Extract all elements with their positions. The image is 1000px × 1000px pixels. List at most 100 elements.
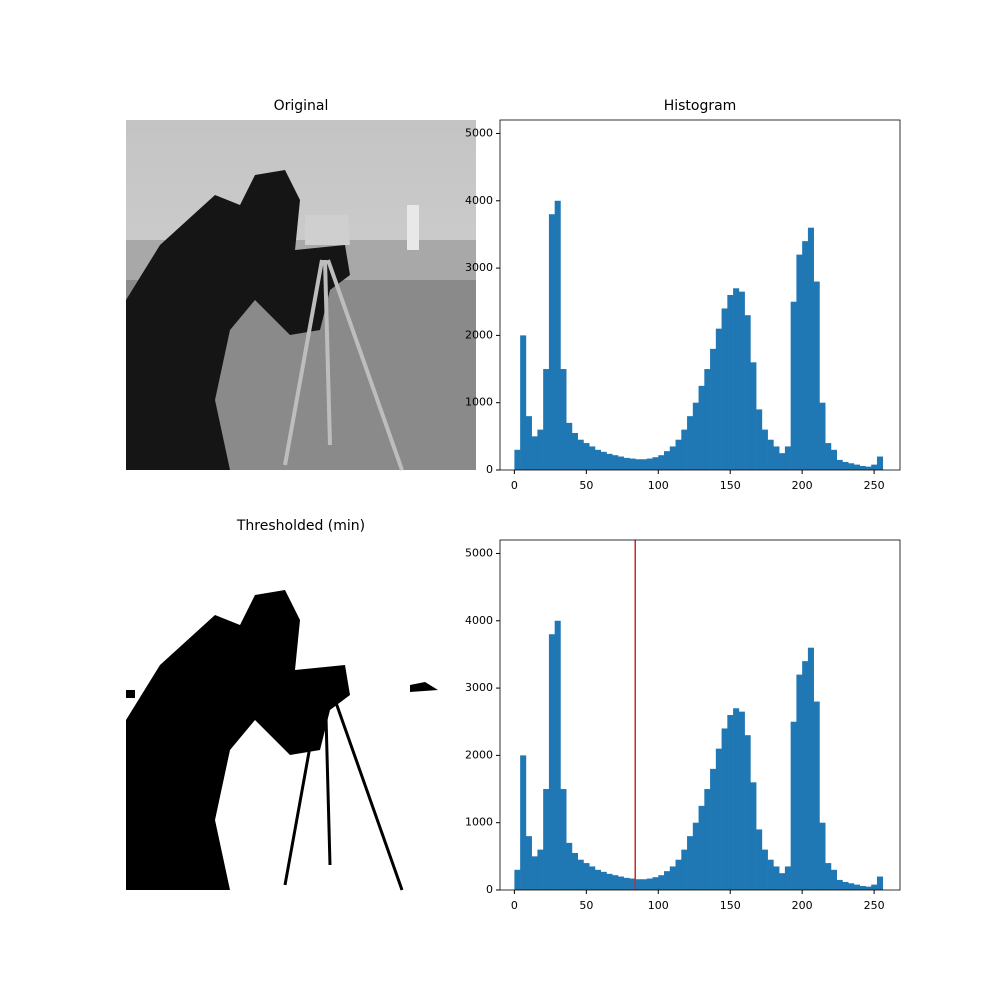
histogram-bar bbox=[807, 227, 814, 470]
histogram-bar bbox=[859, 885, 866, 890]
histogram-bar bbox=[646, 458, 653, 470]
y-tick-label: 4000 bbox=[465, 194, 493, 207]
histogram-bar bbox=[779, 453, 786, 470]
histogram-bar bbox=[715, 328, 722, 470]
histogram-bar bbox=[865, 466, 872, 470]
histogram-bar bbox=[543, 789, 550, 890]
y-tick-label: 1000 bbox=[465, 396, 493, 409]
histogram-bar bbox=[629, 878, 636, 890]
histogram-bar bbox=[635, 459, 642, 470]
histogram-bar bbox=[669, 866, 676, 890]
histogram-bar bbox=[687, 416, 694, 470]
x-tick-label: 0 bbox=[511, 899, 518, 912]
histogram-bar bbox=[669, 446, 676, 470]
histogram-bar bbox=[623, 877, 630, 890]
histogram-bar bbox=[830, 449, 837, 470]
x-tick-label: 200 bbox=[792, 899, 813, 912]
histogram-bar bbox=[819, 822, 826, 890]
histogram-bar bbox=[681, 429, 688, 470]
histogram-bar bbox=[612, 455, 619, 470]
histogram-bar bbox=[773, 446, 780, 470]
histogram-bar bbox=[710, 768, 717, 890]
histogram-bar bbox=[560, 369, 567, 470]
histogram-bar bbox=[560, 789, 567, 890]
axes-frame bbox=[499, 119, 901, 471]
histogram-bar bbox=[761, 429, 768, 470]
histogram-bar bbox=[543, 369, 550, 470]
histogram-bar bbox=[635, 879, 642, 890]
histogram-bar bbox=[548, 214, 555, 470]
histogram-bar bbox=[652, 457, 659, 470]
histogram-bar bbox=[600, 451, 607, 470]
histogram-bar bbox=[514, 449, 521, 470]
histogram-bar bbox=[525, 416, 532, 470]
histogram-bar bbox=[531, 856, 538, 890]
histogram-bar bbox=[715, 748, 722, 890]
histogram-bar bbox=[687, 836, 694, 890]
histogram-bar bbox=[692, 402, 699, 470]
histogram-bar bbox=[583, 863, 590, 890]
histogram-bar bbox=[704, 789, 711, 890]
histogram-bar bbox=[658, 455, 665, 470]
histogram-bar bbox=[830, 869, 837, 890]
x-tick-label: 100 bbox=[648, 899, 669, 912]
x-tick-label: 200 bbox=[792, 479, 813, 492]
histogram-bar bbox=[865, 886, 872, 890]
histogram-bar bbox=[761, 849, 768, 890]
histogram-bar bbox=[796, 254, 803, 470]
histogram-bar bbox=[554, 620, 561, 890]
histogram-bar bbox=[525, 836, 532, 890]
histogram-bar bbox=[664, 871, 671, 890]
histogram-bar bbox=[698, 805, 705, 890]
histogram-bar bbox=[514, 869, 521, 890]
x-tick-label: 100 bbox=[648, 479, 669, 492]
histogram-bar bbox=[629, 458, 636, 470]
y-tick-label: 2000 bbox=[465, 328, 493, 341]
histogram-bar bbox=[589, 866, 596, 890]
histogram-bar bbox=[652, 877, 659, 890]
x-tick-label: 50 bbox=[579, 899, 593, 912]
histogram-bar bbox=[733, 288, 740, 470]
thresholded-image bbox=[126, 540, 476, 891]
histogram-bar bbox=[606, 453, 613, 470]
histogram-bar bbox=[537, 429, 544, 470]
histogram-bar bbox=[571, 852, 578, 890]
x-tick-label: 150 bbox=[720, 479, 741, 492]
histogram-bar bbox=[848, 463, 855, 470]
histogram-bar bbox=[767, 439, 774, 470]
histogram-bar bbox=[836, 879, 843, 890]
histogram-bar bbox=[692, 822, 699, 890]
axes-frame bbox=[499, 539, 901, 891]
histogram-bar bbox=[594, 449, 602, 470]
y-tick-label: 5000 bbox=[465, 546, 493, 559]
histogram-bar bbox=[825, 863, 832, 890]
histogram-bar bbox=[842, 461, 849, 470]
histogram-bar bbox=[796, 674, 803, 890]
y-tick-label: 0 bbox=[486, 883, 493, 896]
histogram-bar bbox=[842, 881, 849, 890]
y-tick-label: 4000 bbox=[465, 614, 493, 627]
histogram-bar bbox=[537, 849, 544, 890]
histogram-bar bbox=[773, 866, 780, 890]
histogram-bar bbox=[704, 369, 711, 470]
x-tick-label: 0 bbox=[511, 479, 518, 492]
histogram-bar bbox=[727, 715, 734, 890]
x-tick-label: 50 bbox=[579, 479, 593, 492]
histogram-bar bbox=[738, 291, 745, 470]
y-tick-label: 1000 bbox=[465, 816, 493, 829]
histogram-bar bbox=[802, 661, 809, 890]
x-tick-label: 150 bbox=[720, 899, 741, 912]
histogram-bar bbox=[721, 728, 728, 890]
histogram-bar bbox=[871, 884, 878, 890]
histogram-bar bbox=[876, 456, 884, 470]
x-tick-label: 250 bbox=[864, 479, 885, 492]
x-tick-label: 250 bbox=[864, 899, 885, 912]
histogram-bar bbox=[848, 883, 855, 890]
histogram-bar bbox=[744, 735, 751, 890]
histogram-bar bbox=[744, 315, 751, 470]
histogram-bar bbox=[617, 456, 625, 470]
histogram-bar bbox=[658, 875, 665, 890]
histogram-bar bbox=[813, 701, 820, 890]
original-image bbox=[126, 120, 476, 471]
